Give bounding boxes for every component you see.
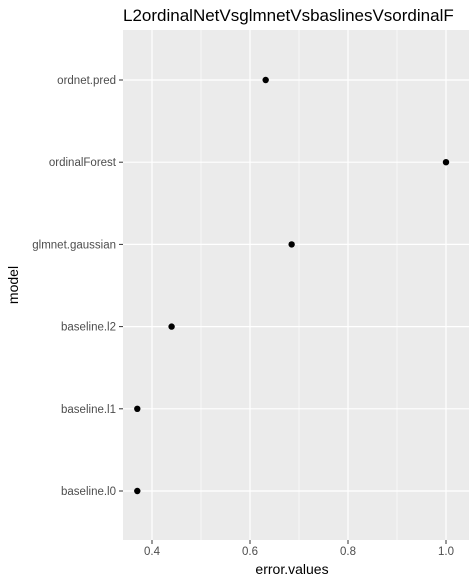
point-baseline.l0 <box>134 487 141 495</box>
minor-grid <box>200 30 398 540</box>
y-tick-label-ordinalForest: ordinalForest <box>49 157 117 169</box>
y-axis: baseline.l0 baseline.l1 baseline.l2 glmnet.… <box>32 75 123 498</box>
point-baseline.l1 <box>134 405 141 412</box>
x-tick-label-1: 0.6 <box>242 546 258 558</box>
chart-title: L2ordinalNetVsglmnetVsbaslinesVsordinalF <box>123 6 454 25</box>
y-tick-label-baseline.l2: baseline.l2 <box>61 322 116 334</box>
plot-panel <box>123 30 469 540</box>
y-tick-label-baseline.l0: baseline.l0 <box>61 486 116 498</box>
point-ordnet.pred <box>262 76 269 84</box>
y-axis-title: model <box>5 266 21 304</box>
point-ordinalForest <box>442 159 450 166</box>
data-points <box>134 76 450 495</box>
y-tick-label-glmnet.gaussian: glmnet.gaussian <box>32 239 116 251</box>
x-axis: 0.4 0.6 0.8 1.0 <box>144 540 454 558</box>
y-tick-label-ordnet.pred: ordnet.pred <box>57 75 116 87</box>
point-baseline.l2 <box>168 323 175 330</box>
point-glmnet.gaussian <box>288 241 295 248</box>
major-grid <box>123 30 469 540</box>
x-tick-label-0: 0.4 <box>144 546 161 558</box>
x-tick-label-2: 0.8 <box>340 546 356 558</box>
y-tick-label-baseline.l1: baseline.l1 <box>61 404 116 416</box>
x-axis-title: error.values <box>255 561 328 577</box>
x-tick-label-3: 1.0 <box>438 546 454 558</box>
